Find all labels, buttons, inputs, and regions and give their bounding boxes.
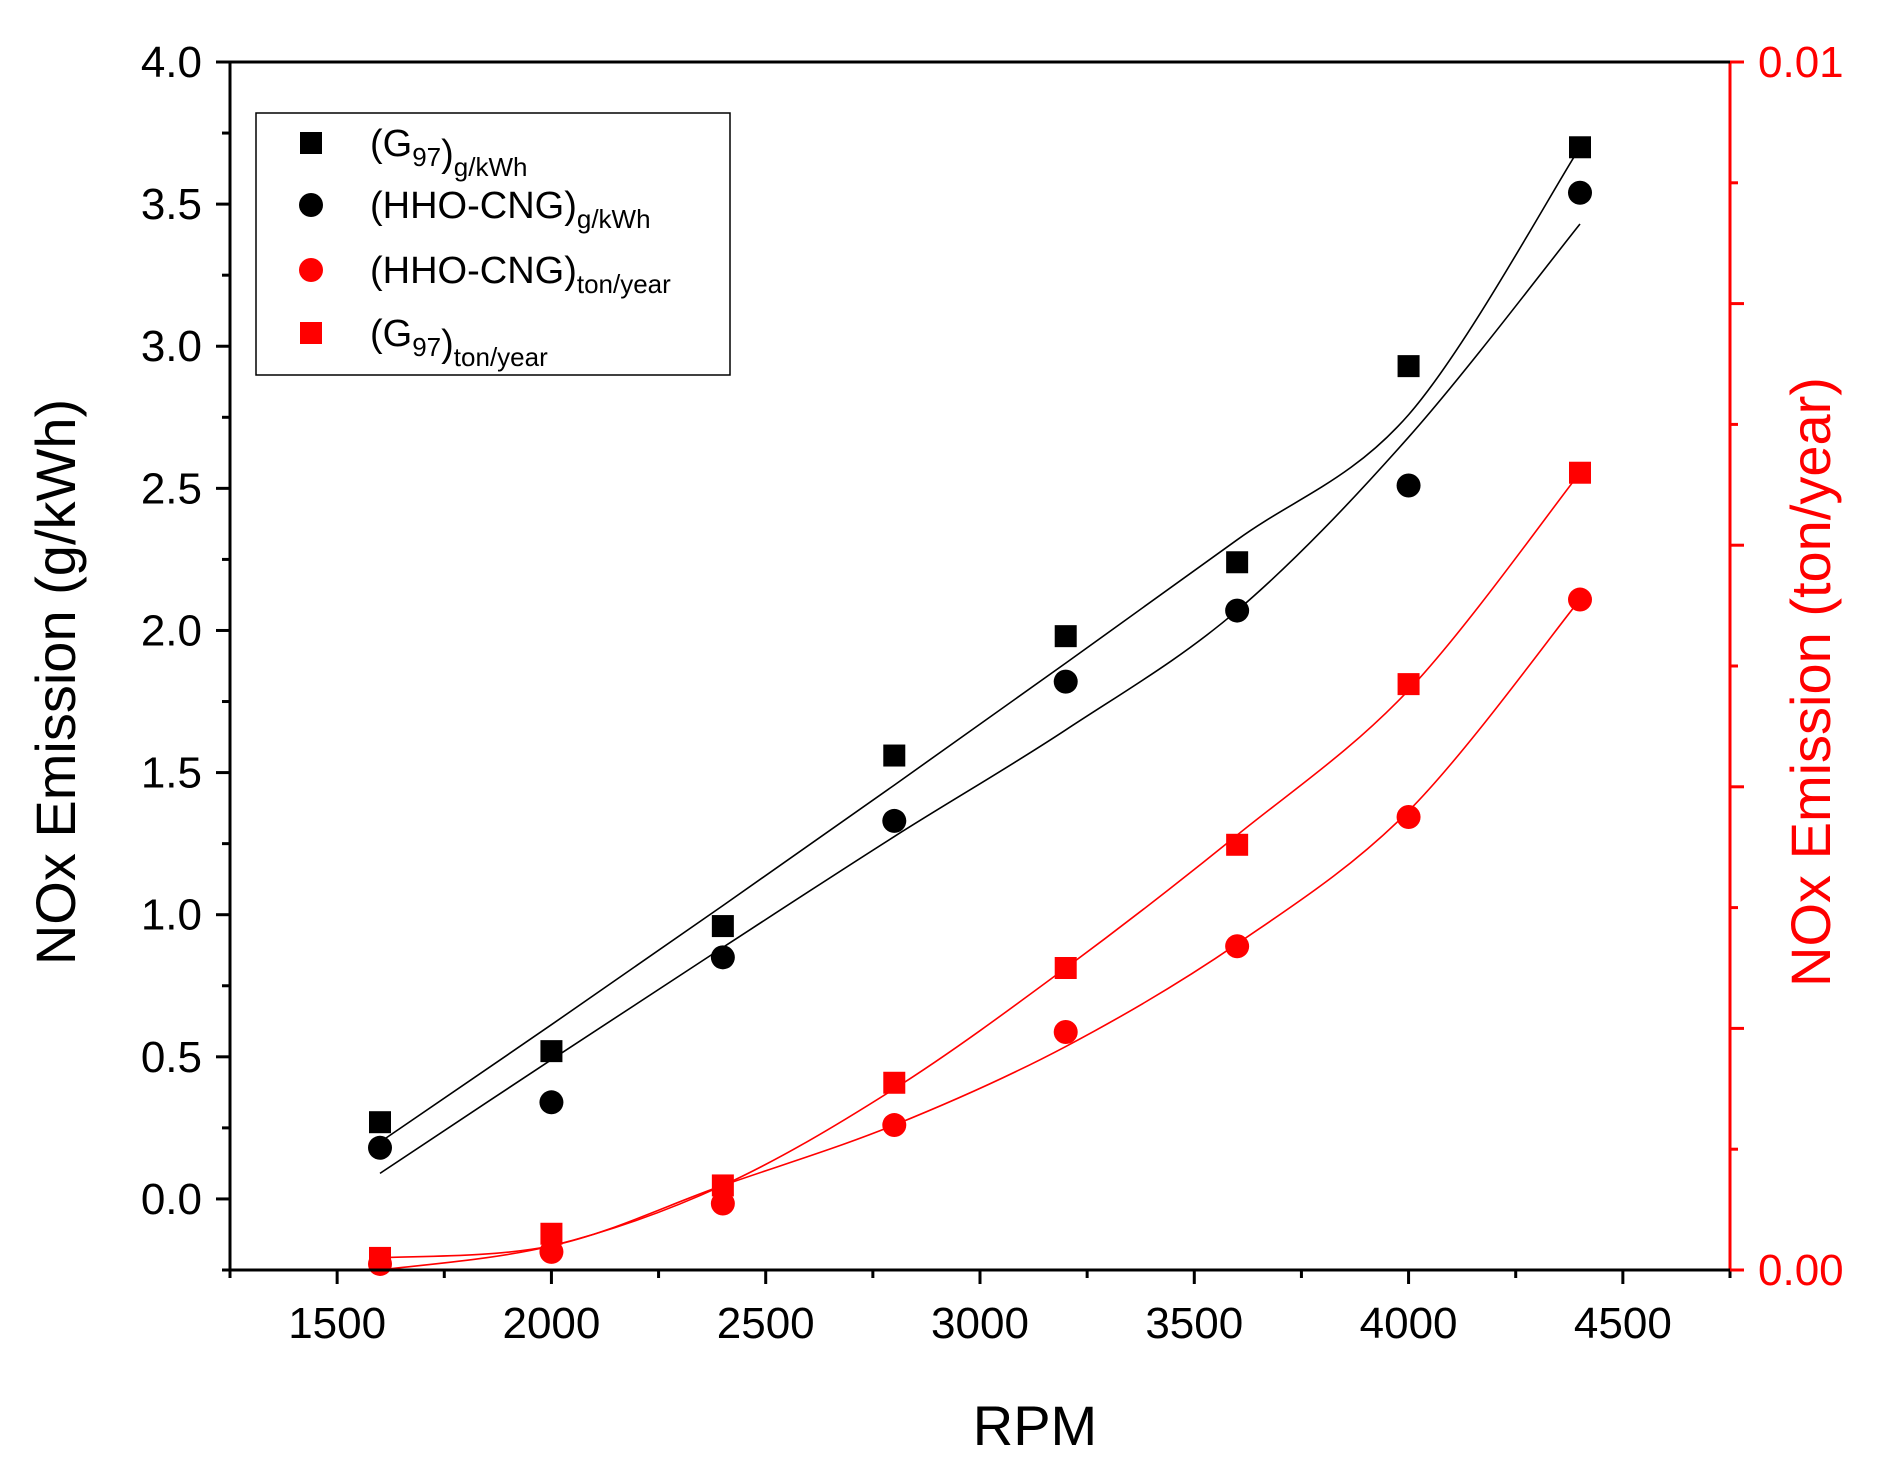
legend-label-legend-sub2: g/kWh [454, 152, 528, 182]
x-axis-title: RPM [973, 1394, 1097, 1457]
data-point-square [369, 1111, 391, 1134]
y-left-tick-label: 0.5 [141, 1033, 202, 1082]
data-point-circle [882, 808, 907, 833]
legend-label-legend-close: ) [441, 323, 454, 365]
x-tick-label: 3000 [931, 1299, 1029, 1348]
legend-label-legend-sub1: 97 [412, 142, 441, 172]
legend-label-legend-close: ) [564, 250, 577, 292]
data-point-square [1397, 673, 1420, 696]
fit-curve-1 [379, 223, 1581, 1175]
data-point-circle [1053, 1020, 1078, 1045]
y-left-tick-label: 3.5 [141, 180, 202, 229]
legend-label-legend-close: ) [441, 133, 454, 175]
y-left-tick-label: 2.5 [141, 464, 202, 513]
legend-label-legend-sub2: ton/year [577, 269, 671, 299]
legend-label: (HHO-CNG)ton/year [370, 250, 671, 299]
data-point-square [1054, 625, 1077, 648]
x-tick-label: 2000 [502, 1299, 600, 1348]
data-point-circle [1053, 669, 1078, 694]
legend-box [255, 112, 731, 376]
y-left-tick-label: 2.0 [141, 606, 202, 655]
x-tick-label: 3500 [1145, 1299, 1243, 1348]
data-point-square [883, 744, 906, 767]
data-point-square [711, 1174, 734, 1197]
data-point-circle [882, 1113, 907, 1138]
x-tick-label: 4000 [1360, 1299, 1458, 1348]
legend: (G97)g/kWh(HHO-CNG)g/kWh(HHO-CNG)ton/yea… [255, 112, 731, 376]
data-point-circle [1225, 934, 1250, 959]
data-point-square [1054, 957, 1077, 979]
data-point-square [369, 1246, 391, 1269]
legend-label-legend-sub1: 97 [412, 332, 441, 362]
data-point-circle [368, 1135, 392, 1160]
y-left-tick-label: 1.5 [141, 749, 202, 798]
legend-label-legend-main: (HHO-CNG [370, 250, 564, 292]
data-point-circle [1396, 805, 1421, 829]
legend-label-legend-sub2: g/kWh [577, 204, 651, 234]
data-point-circle [1396, 473, 1421, 498]
y-left-tick-label: 3.0 [141, 322, 202, 371]
x-tick-label: 1500 [288, 1299, 386, 1348]
data-point-circle [1568, 180, 1592, 205]
data-point-square [1569, 136, 1591, 159]
x-tick-label: 2500 [717, 1299, 815, 1348]
data-point-square [1569, 461, 1591, 484]
data-point-square [1226, 833, 1249, 856]
legend-label: (G97)ton/year [370, 313, 548, 372]
y-left-tick-label: 0.0 [141, 1175, 202, 1224]
data-point-square [1397, 355, 1420, 378]
y-axis-title-left: NOx Emission (g/kWh) [24, 399, 87, 965]
data-point-square [540, 1040, 563, 1063]
legend-label-legend-sub2: ton/year [454, 342, 548, 372]
y-right-tick-label: 0.00 [1758, 1246, 1844, 1295]
legend-label-legend-main: (HHO-CNG [370, 185, 564, 227]
legend-marker-square [300, 132, 322, 154]
y-left-tick-label: 1.0 [141, 891, 202, 940]
data-point-circle [1225, 598, 1250, 623]
data-point-circle [539, 1239, 564, 1264]
axes: 1500 2000 2500 3000 3500 4000 4500 0.0 0.5 1.0 1.5… [141, 38, 1844, 1348]
data-point-circle [710, 1191, 735, 1216]
data-points [368, 136, 1592, 1276]
data-point-square [711, 915, 734, 938]
data-point-square [883, 1071, 906, 1094]
data-point-square [540, 1222, 563, 1245]
legend-label: (HHO-CNG)g/kWh [370, 185, 651, 234]
legend-label: (G97)g/kWh [370, 123, 527, 182]
fit-curve-0 [379, 146, 1581, 1143]
y-right-tick-label: 0.01 [1758, 38, 1844, 87]
y-axis-title-right: NOx Emission (ton/year) [1779, 377, 1842, 987]
data-point-circle [710, 945, 735, 970]
legend-marker-square [300, 322, 322, 344]
x-tick-label: 4500 [1574, 1299, 1672, 1348]
legend-label-legend-close: ) [564, 185, 577, 227]
data-point-square [1226, 551, 1249, 574]
legend-label-legend-main: (G [370, 313, 412, 355]
legend-label-legend-main: (G [370, 123, 412, 165]
data-point-circle [539, 1090, 564, 1115]
data-point-circle [1568, 587, 1592, 612]
legend-marker-circle [299, 193, 323, 217]
fit-curve-3 [379, 472, 1581, 1271]
y-left-tick-label: 4.0 [141, 38, 202, 87]
legend-marker-circle [299, 258, 323, 282]
